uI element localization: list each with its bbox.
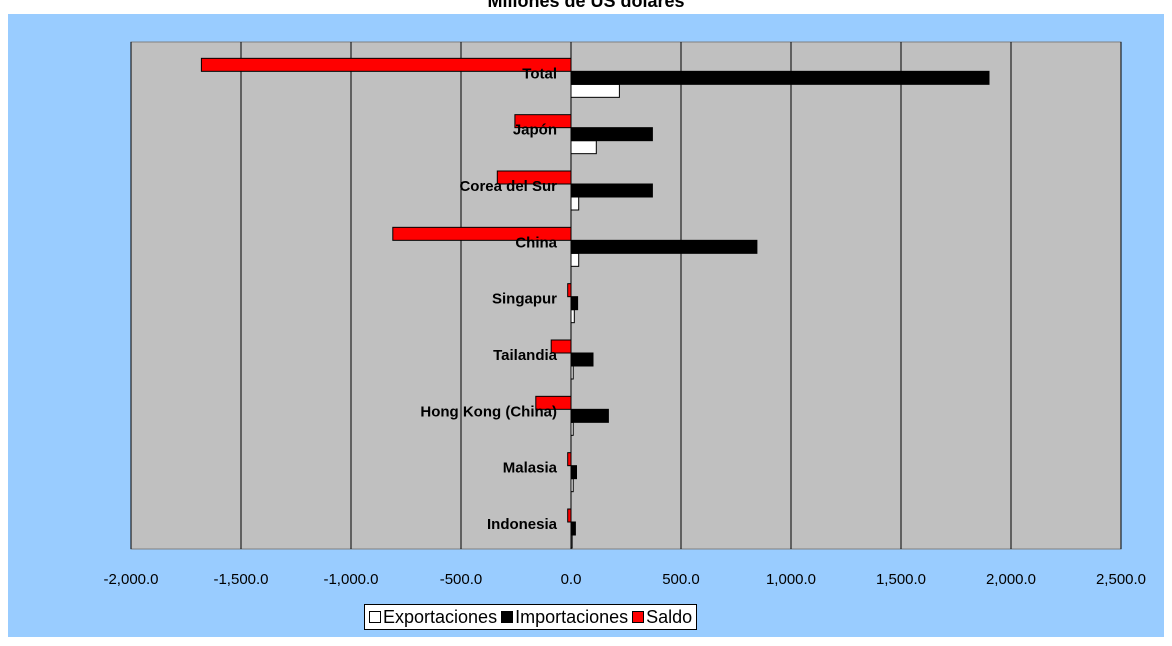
category-label-total: Total: [522, 65, 557, 82]
x-tick-label: 0.0: [561, 571, 582, 588]
bar-importaciones-malasia: [570, 465, 577, 480]
x-tick-label: 500.0: [662, 571, 700, 588]
bar-importaciones-china: [570, 239, 758, 254]
bar-exportaciones-corea-del-sur: [570, 196, 580, 211]
category-label-singapur: Singapur: [492, 291, 557, 308]
legend-item-exportaciones: Exportaciones: [369, 607, 497, 628]
bar-exportaciones-china: [570, 252, 580, 267]
legend-swatch-exportaciones: [369, 611, 381, 623]
bar-importaciones-tailandia: [570, 352, 594, 367]
bar-importaciones-total: [570, 70, 990, 85]
legend-label-importaciones: Importaciones: [515, 606, 629, 627]
category-label-indonesia: Indonesia: [487, 516, 558, 533]
bar-exportaciones-japon: [570, 140, 597, 155]
bar-importaciones-singapur: [570, 296, 579, 311]
legend-item-saldo: Saldo: [632, 607, 692, 628]
category-label-corea-del-sur: Corea del Sur: [459, 178, 557, 195]
category-label-hong-kong-china: Hong Kong (China): [420, 403, 557, 420]
x-tick-label: 1,000.0: [766, 571, 816, 588]
legend-label-saldo: Saldo: [646, 606, 693, 627]
legend-item-importaciones: Importaciones: [501, 607, 628, 628]
x-tick-label: 2,500.0: [1096, 571, 1146, 588]
x-tick-label: -2,000.0: [103, 571, 158, 588]
bar-exportaciones-total: [570, 83, 620, 98]
bar-importaciones-hong-kong-china: [570, 408, 609, 423]
chart-legend: Exportaciones Importaciones Saldo: [364, 604, 698, 630]
category-label-japon: Japón: [513, 122, 557, 139]
x-tick-label: 2,000.0: [986, 571, 1036, 588]
chart-title: Millones de US dólares: [487, 0, 685, 11]
legend-swatch-importaciones: [501, 611, 514, 623]
x-tick-label: -1,500.0: [213, 571, 268, 588]
x-tick-label: -500.0: [440, 571, 483, 588]
bar-importaciones-japon: [570, 127, 653, 142]
category-label-tailandia: Tailandia: [493, 347, 558, 364]
category-label-china: China: [515, 234, 557, 251]
category-label-malasia: Malasia: [503, 460, 558, 477]
x-tick-label: -1,000.0: [323, 571, 378, 588]
bar-saldo-total: [200, 57, 572, 72]
plot-area: [130, 41, 1122, 550]
x-tick-label: 1,500.0: [876, 571, 926, 588]
bar-importaciones-indonesia: [570, 521, 576, 536]
bar-importaciones-corea-del-sur: [570, 183, 653, 198]
legend-label-exportaciones: Exportaciones: [383, 606, 498, 627]
legend-swatch-saldo: [632, 611, 645, 623]
